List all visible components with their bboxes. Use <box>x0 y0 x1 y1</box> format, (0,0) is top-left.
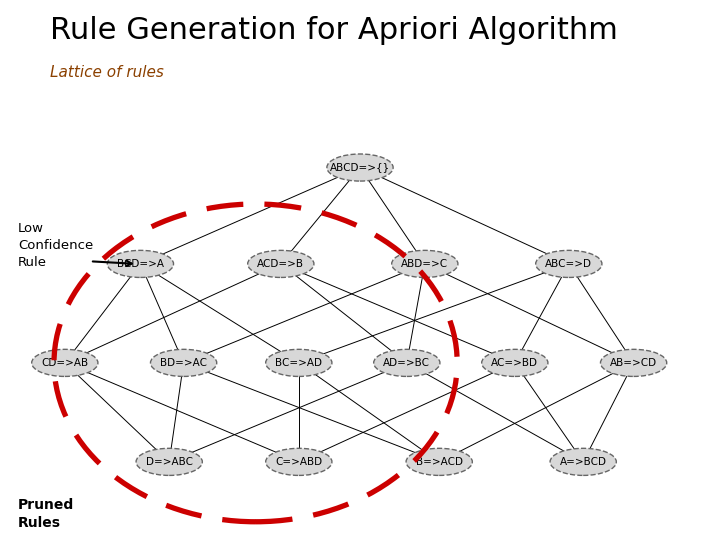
Text: Low
Confidence
Rule: Low Confidence Rule <box>18 222 94 269</box>
Text: AD=>BC: AD=>BC <box>383 358 431 368</box>
Text: AB=>CD: AB=>CD <box>610 358 657 368</box>
Ellipse shape <box>150 349 217 376</box>
Text: AC=>BD: AC=>BD <box>491 358 539 368</box>
Text: BD=>AC: BD=>AC <box>160 358 207 368</box>
Ellipse shape <box>327 154 393 181</box>
Text: B=>ACD: B=>ACD <box>415 457 463 467</box>
Text: BC=>AD: BC=>AD <box>275 358 323 368</box>
Ellipse shape <box>374 349 440 376</box>
Text: ACD=>B: ACD=>B <box>257 259 305 269</box>
Text: Rule Generation for Apriori Algorithm: Rule Generation for Apriori Algorithm <box>50 16 618 45</box>
Ellipse shape <box>600 349 667 376</box>
Text: BCD=>A: BCD=>A <box>117 259 164 269</box>
Ellipse shape <box>32 349 98 376</box>
Ellipse shape <box>107 251 174 278</box>
Ellipse shape <box>550 448 616 475</box>
Ellipse shape <box>136 448 202 475</box>
Ellipse shape <box>392 251 458 278</box>
Text: ABD=>C: ABD=>C <box>401 259 449 269</box>
Text: Pruned
Rules: Pruned Rules <box>18 498 74 530</box>
Text: CD=>AB: CD=>AB <box>41 358 89 368</box>
Text: A=>BCD: A=>BCD <box>559 457 607 467</box>
Text: C=>ABD: C=>ABD <box>275 457 323 467</box>
Ellipse shape <box>266 448 332 475</box>
Text: Lattice of rules: Lattice of rules <box>50 65 164 80</box>
Ellipse shape <box>266 349 332 376</box>
Text: ABC=>D: ABC=>D <box>545 259 593 269</box>
Ellipse shape <box>406 448 472 475</box>
Ellipse shape <box>248 251 314 278</box>
Text: D=>ABC: D=>ABC <box>145 457 193 467</box>
Text: ABCD=>{}: ABCD=>{} <box>330 163 390 172</box>
Ellipse shape <box>536 251 602 278</box>
Ellipse shape <box>482 349 548 376</box>
